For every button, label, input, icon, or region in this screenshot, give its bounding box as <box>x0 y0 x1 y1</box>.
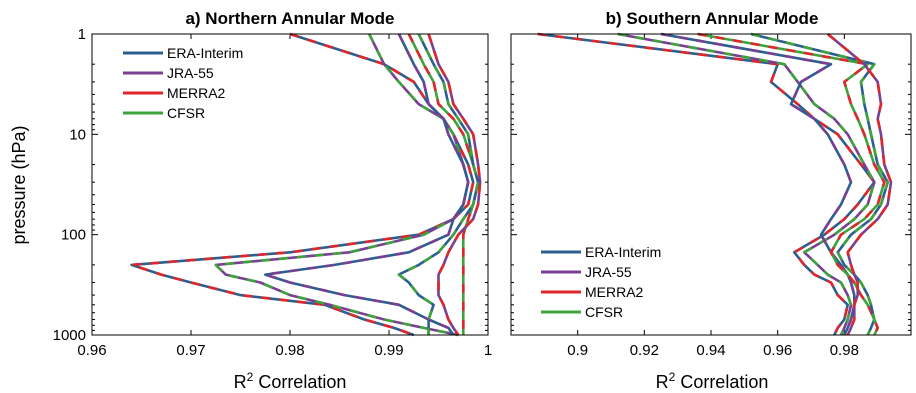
series-line-2-dash <box>263 33 470 336</box>
legend-label: MERRA2 <box>585 284 644 300</box>
y-tick-label: 10 <box>69 126 86 143</box>
legend-label: MERRA2 <box>167 85 226 101</box>
x-tick-label: 0.96 <box>77 342 106 359</box>
panel-b-series-group <box>537 32 893 336</box>
legend-label: ERA-Interim <box>585 244 661 260</box>
series-line-2-dash <box>660 32 856 336</box>
series-line-5-dash <box>427 33 482 336</box>
series-line-3-dash <box>697 32 886 336</box>
legend-label: ERA-Interim <box>167 45 243 61</box>
y-tick-label: 1000 <box>53 327 86 344</box>
x-tick-label: 0.96 <box>763 342 792 359</box>
panel-a-axes-box <box>91 33 489 336</box>
y-tick-label: 1 <box>78 26 86 43</box>
panel-b-title: b) Southern Annular Mode <box>606 9 819 28</box>
series-line-3-dash <box>407 33 480 335</box>
x-tick-label: 0.94 <box>696 342 725 359</box>
panel-b-xlabel: R2 Correlation <box>656 370 769 392</box>
series-line-0-base <box>537 32 876 336</box>
x-tick-label: 0.9 <box>567 342 588 359</box>
x-tick-label: 0.97 <box>176 342 205 359</box>
panel-a-title: a) Northern Annular Mode <box>185 9 394 28</box>
legend-label: JRA-55 <box>585 264 632 280</box>
series-line-5-dash <box>826 32 893 336</box>
series-line-4-dash <box>397 33 480 335</box>
panel-southern-annular-mode: b) Southern Annular Mode R2 Correlation … <box>510 9 912 392</box>
x-tick-label: 1 <box>484 342 492 359</box>
y-tick-label: 100 <box>61 227 86 244</box>
series-line-1-dash <box>617 32 876 336</box>
x-tick-label: 0.98 <box>830 342 859 359</box>
x-tick-label: 0.92 <box>630 342 659 359</box>
series-line-1-base <box>214 33 470 337</box>
legend-label: CFSR <box>585 304 623 320</box>
panel-northern-annular-mode: a) Northern Annular Mode R2 Correlation … <box>9 9 492 392</box>
legend-label: JRA-55 <box>167 65 214 81</box>
panel-b-legend: ERA-Interim JRA-55 MERRA2 CFSR <box>541 244 661 320</box>
series-line-4-dash <box>750 32 890 336</box>
series-line-2-base <box>660 32 856 336</box>
x-tick-label: 0.98 <box>275 342 304 359</box>
panel-a-ylabel: pressure (hPa) <box>9 125 29 244</box>
legend-label: CFSR <box>167 105 205 121</box>
x-tick-label: 0.99 <box>374 342 403 359</box>
panel-a-legend: ERA-Interim JRA-55 MERRA2 CFSR <box>123 45 243 121</box>
panel-b-axes-box <box>510 33 912 336</box>
panel-a-series-group <box>130 32 482 337</box>
panel-a-xlabel: R2 Correlation <box>234 370 347 392</box>
series-line-1-dash <box>214 33 470 337</box>
series-line-3-base <box>697 32 886 336</box>
